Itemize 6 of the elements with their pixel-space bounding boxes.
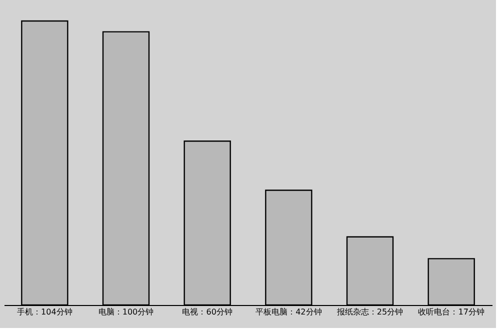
x-tick-label: 电视：60分钟 (182, 308, 232, 316)
x-tick-label: 平板电脑：42分钟 (256, 308, 322, 316)
x-tick-label: 报纸杂志：25分钟 (336, 308, 404, 316)
x-tick-label: 手机：104分钟 (17, 308, 72, 316)
x-tick-label: 电脑：100分钟 (98, 308, 154, 316)
x-tick-label: 收听电台：17分钟 (418, 308, 484, 316)
